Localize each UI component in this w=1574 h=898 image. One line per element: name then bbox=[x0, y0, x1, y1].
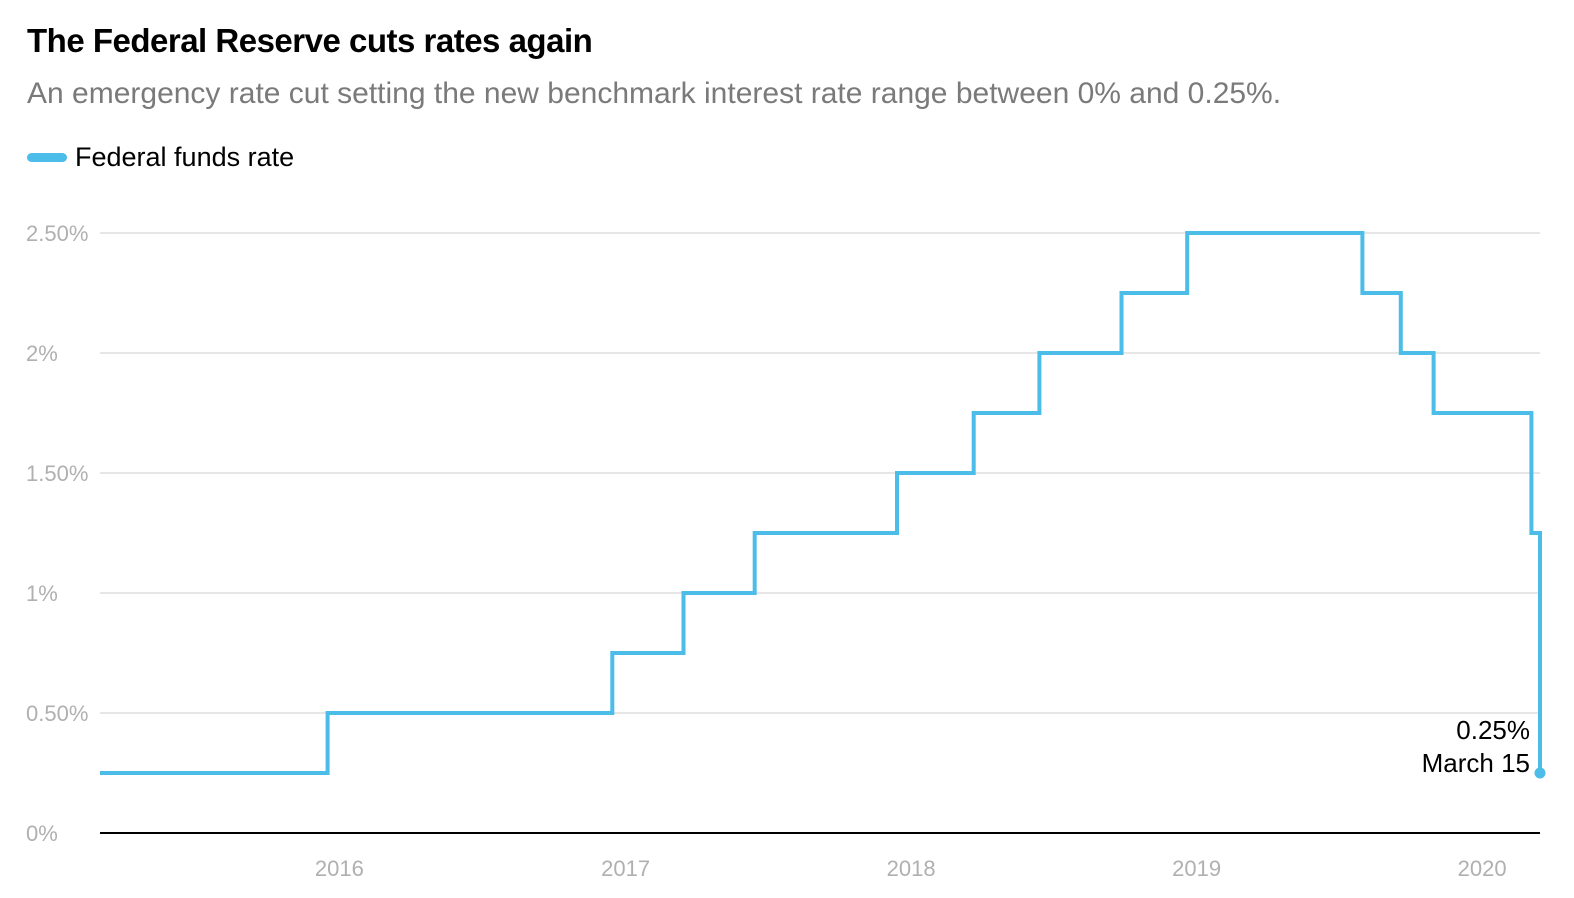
x-tick-label: 2019 bbox=[1172, 856, 1221, 881]
end-point-marker bbox=[1534, 767, 1546, 779]
y-tick-label: 0.50% bbox=[26, 701, 88, 726]
y-tick-label: 0% bbox=[26, 821, 58, 846]
x-tick-label: 2020 bbox=[1458, 856, 1507, 881]
y-tick-label: 2% bbox=[26, 341, 58, 366]
y-tick-label: 2.50% bbox=[26, 221, 88, 246]
chart-subtitle: An emergency rate cut setting the new be… bbox=[27, 77, 1282, 110]
chart-title: The Federal Reserve cuts rates again bbox=[27, 22, 593, 59]
annotation-date-label: March 15 bbox=[1422, 748, 1530, 778]
y-tick-label: 1.50% bbox=[26, 461, 88, 486]
series-line-federal-funds-rate bbox=[100, 231, 1542, 775]
legend: Federal funds rate bbox=[27, 142, 294, 173]
x-tick-label: 2017 bbox=[601, 856, 650, 881]
legend-swatch bbox=[27, 153, 67, 162]
x-tick-label: 2016 bbox=[315, 856, 364, 881]
annotation-value-label: 0.25% bbox=[1456, 715, 1530, 745]
y-tick-label: 1% bbox=[26, 581, 58, 606]
legend-label-federal-funds-rate: Federal funds rate bbox=[75, 142, 295, 172]
x-tick-label: 2018 bbox=[887, 856, 936, 881]
